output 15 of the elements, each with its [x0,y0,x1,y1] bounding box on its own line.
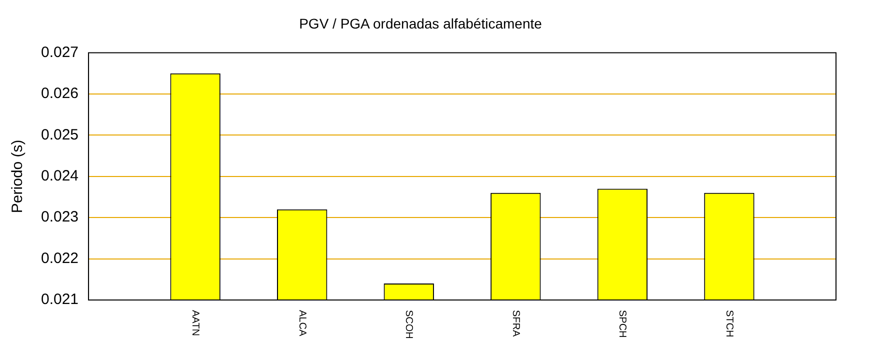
y-tick-label: 0.021 [40,291,79,308]
y-tick-label: 0.025 [40,126,79,144]
y-axis-title: Periodo (s) [9,140,26,214]
x-tick-label: SPCH [616,310,628,338]
y-tick-label: 0.027 [40,44,79,61]
y-tick-label: 0.026 [40,85,79,102]
y-tick-label: 0.024 [40,168,79,185]
x-tick-label: ALCA [296,310,308,336]
x-tick-label: SCOH [403,310,414,339]
y-tick-label: 0.023 [40,208,79,226]
x-tick-label: AATN [190,310,201,336]
x-tick-label: SFRA [510,310,521,337]
x-tick-label: STCH [723,310,734,338]
chart-title: PGV / PGA ordenadas alfabéticamente [299,15,542,32]
y-tick-label: 0.022 [40,250,79,267]
